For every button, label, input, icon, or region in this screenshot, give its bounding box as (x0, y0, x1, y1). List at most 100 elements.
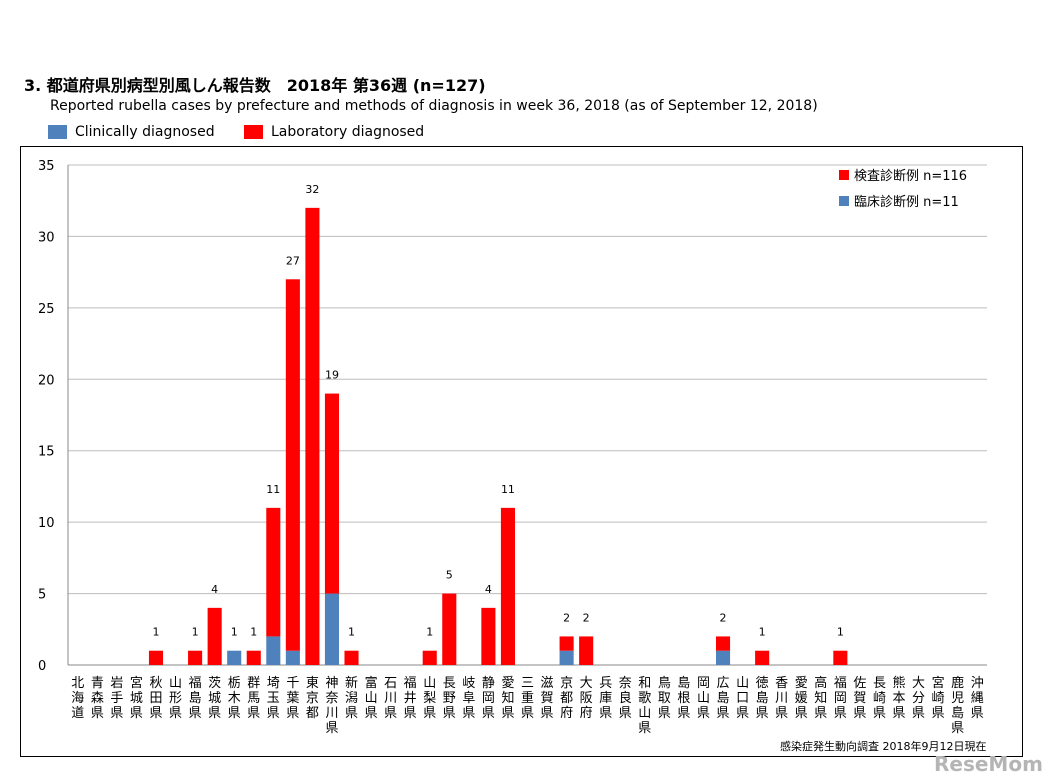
x-tick-label: 島根県 (677, 676, 690, 721)
y-tick-label: 0 (38, 659, 46, 674)
legend-swatch-laboratory (244, 125, 263, 139)
watermark-logo: ReseMom (934, 752, 1043, 776)
bar-laboratory (715, 636, 731, 651)
x-tick-label: 静岡県 (482, 676, 495, 721)
bar-laboratory (481, 607, 496, 665)
x-tick-label: 長野県 (443, 676, 456, 721)
x-tick-label: 徳島県 (756, 676, 769, 721)
x-tick-label: 鹿児島県 (951, 675, 964, 736)
data-label: 5 (446, 569, 453, 582)
bar-clinical (715, 650, 731, 665)
bar-laboratory (833, 650, 848, 665)
x-tick-label: 宮崎県 (932, 675, 945, 721)
x-tick-label: 石川県 (384, 676, 397, 721)
x-tick-label: 山口県 (736, 676, 749, 721)
data-label: 1 (837, 626, 844, 639)
data-label: 1 (426, 626, 433, 639)
bar-laboratory (755, 650, 770, 665)
bar-clinical (227, 650, 242, 665)
data-label: 11 (501, 483, 515, 496)
x-tick-label: 愛媛県 (795, 676, 808, 721)
x-tick-label: 秋田県 (149, 676, 162, 721)
x-tick-label: 熊本県 (893, 675, 906, 721)
legend-item-laboratory: Laboratory diagnosed (244, 124, 424, 140)
bar-laboratory (207, 607, 222, 665)
bar-laboratory (305, 207, 320, 665)
x-tick-label: 沖縄県 (971, 676, 984, 721)
x-tick-label: 栃木県 (228, 676, 241, 721)
data-label: 2 (563, 611, 570, 624)
bar-clinical (266, 636, 281, 665)
x-tick-label: 福岡県 (834, 676, 847, 721)
x-tick-label: 茨城県 (208, 676, 221, 721)
chart-frame: 0 5 10 15 20 25 30 35 北海道 青森県 岩手県 宮城県 1 秋田県 山形県 1 福島県 4 茨城… (20, 146, 1023, 757)
x-tick-label: 山梨県 (423, 676, 436, 721)
bar-laboratory (246, 650, 261, 665)
x-tick-label: 千葉県 (286, 676, 299, 721)
data-label: 1 (250, 626, 257, 639)
inner-legend-label: 検査診断例 n=116 (854, 168, 967, 184)
x-tick-label: 愛知県 (501, 676, 514, 721)
x-tick-label: 青森県 (91, 676, 104, 721)
data-label: 2 (720, 611, 727, 624)
x-tick-label: 福島県 (189, 676, 202, 721)
data-label: 1 (192, 626, 199, 639)
data-label: 11 (266, 483, 280, 496)
x-tick-label: 北海道 (71, 676, 84, 721)
x-tick-label: 大分県 (912, 676, 925, 721)
data-label: 32 (305, 183, 319, 196)
bar-laboratory (442, 593, 457, 665)
bar-laboratory (500, 507, 515, 665)
y-tick-label: 35 (38, 159, 55, 174)
x-tick-label: 兵庫県 (599, 676, 612, 721)
x-tick-label: 群馬県 (247, 676, 260, 721)
data-label: 19 (325, 369, 339, 382)
y-tick-label: 20 (38, 373, 55, 388)
bar-clinical (559, 650, 574, 665)
x-tick-label: 京都府 (560, 676, 573, 721)
inner-legend-swatch (839, 170, 849, 180)
x-tick-label: 埼玉県 (267, 676, 280, 721)
legend-swatch-clinical (48, 125, 67, 139)
data-label: 4 (485, 583, 492, 596)
x-tick-label: 大阪府 (580, 676, 593, 721)
y-tick-label: 5 (38, 588, 46, 603)
y-tick-label: 30 (38, 230, 55, 245)
x-tick-label: 福井県 (404, 676, 417, 721)
legend-item-clinical: Clinically diagnosed (48, 124, 215, 140)
inner-legend-swatch (839, 196, 849, 206)
x-tick-label: 高知県 (814, 675, 827, 721)
chart-subtitle: Reported rubella cases by prefecture and… (50, 98, 818, 114)
x-tick-label: 和歌山県 (638, 676, 651, 736)
data-label: 27 (286, 254, 300, 267)
y-tick-label: 10 (38, 516, 55, 531)
x-tick-label: 岐阜県 (462, 676, 475, 721)
x-tick-label: 東京都 (306, 675, 319, 721)
x-tick-label: 新潟県 (345, 675, 358, 721)
data-label: 1 (348, 626, 355, 639)
bar-laboratory (324, 393, 340, 594)
bar-clinical (285, 650, 300, 665)
bar-laboratory (422, 650, 437, 665)
bar-laboratory (285, 279, 300, 651)
chart-title: 3. 都道府県別病型別風しん報告数 2018年 第36週 (n=127) (24, 76, 486, 95)
data-label: 2 (583, 611, 590, 624)
x-tick-label: 岩手県 (110, 676, 123, 721)
x-tick-label: 香川県 (775, 676, 788, 721)
bar-clinical (324, 593, 340, 665)
legend-label-clinical: Clinically diagnosed (75, 124, 215, 140)
bar-laboratory (266, 507, 281, 637)
data-label: 4 (211, 583, 218, 596)
data-label: 1 (231, 626, 238, 639)
source-note: 感染症発生動向調査 2018年9月12日現在 (780, 740, 987, 753)
x-tick-label: 富山県 (365, 675, 378, 721)
inner-legend-label: 臨床診断例 n=11 (854, 194, 959, 210)
bar-laboratory (148, 650, 164, 665)
x-tick-label: 山形県 (169, 676, 182, 721)
data-label: 1 (759, 626, 766, 639)
x-tick-label: 佐賀県 (853, 676, 866, 721)
bar-laboratory (188, 650, 203, 665)
bar-laboratory (344, 650, 359, 665)
bar-laboratory (579, 636, 594, 665)
y-tick-label: 15 (38, 445, 55, 460)
